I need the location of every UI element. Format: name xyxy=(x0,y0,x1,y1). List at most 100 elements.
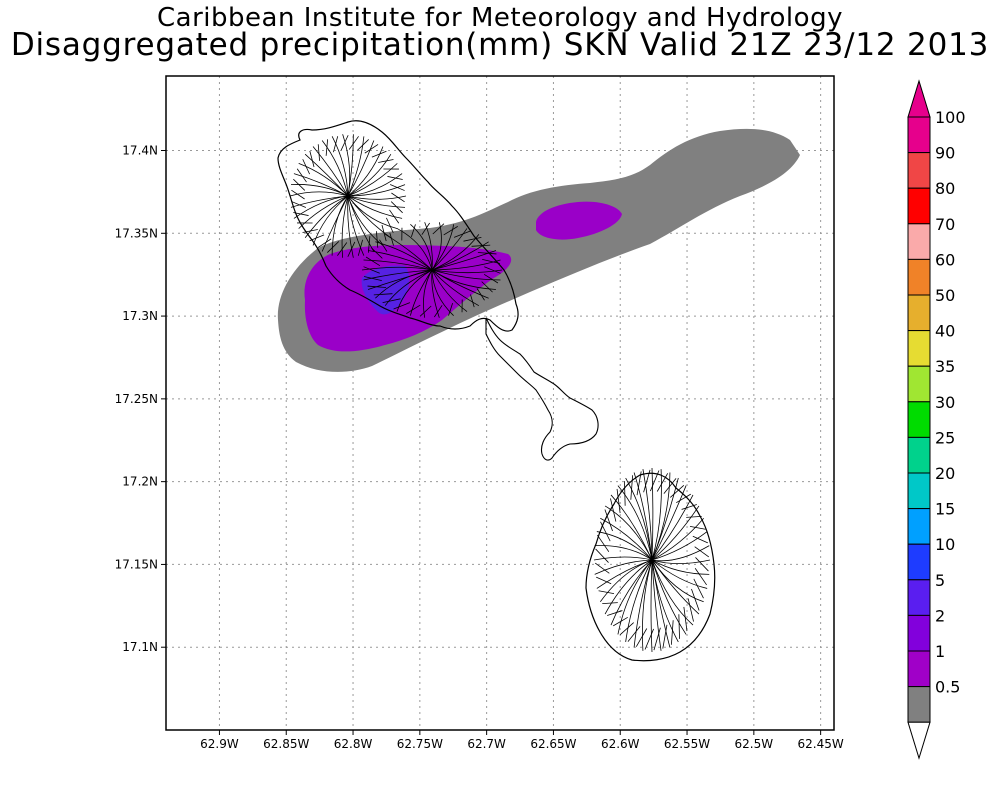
stream-branch xyxy=(379,239,388,252)
stream-branch xyxy=(373,293,393,296)
legend-label: 100 xyxy=(935,108,966,127)
stream-line xyxy=(384,269,433,306)
stream-line xyxy=(651,559,662,651)
stream-line xyxy=(431,234,480,271)
stream-line xyxy=(651,545,710,562)
stream-line xyxy=(617,485,653,561)
stream-branch xyxy=(656,473,669,492)
legend-swatch xyxy=(907,294,931,332)
stream-line xyxy=(651,485,687,561)
stream-line xyxy=(651,477,679,561)
precip-band-1-to-2 xyxy=(536,201,622,240)
stream-branch xyxy=(597,534,610,552)
plot-frame xyxy=(165,75,835,731)
stream-line xyxy=(431,269,480,307)
stream-line xyxy=(651,505,700,561)
stream-branch xyxy=(317,238,332,248)
stream-branch xyxy=(391,192,405,203)
stream-branch xyxy=(484,266,501,274)
legend-label: 1 xyxy=(935,642,945,661)
stream-line xyxy=(617,559,653,635)
stream-line xyxy=(367,250,433,271)
legend-swatch xyxy=(907,401,931,438)
stream-line xyxy=(431,269,440,318)
y-tick-label: 17.1N xyxy=(122,640,158,654)
stream-line xyxy=(651,559,708,589)
stream-branch xyxy=(376,231,379,248)
stream-branch xyxy=(421,222,430,235)
stream-line xyxy=(341,195,349,258)
legend-label: 20 xyxy=(935,464,955,483)
stream-line xyxy=(384,233,433,271)
stream-line xyxy=(331,136,349,197)
stream-branch xyxy=(291,201,307,208)
stream-branch xyxy=(607,610,623,616)
stream-branch xyxy=(348,136,359,150)
stream-branch xyxy=(453,230,471,238)
stream-line xyxy=(304,195,349,239)
legend-label: 25 xyxy=(935,428,955,447)
stream-branch xyxy=(604,509,613,532)
stream-line xyxy=(396,228,433,271)
stream-line xyxy=(347,136,365,197)
stream-line xyxy=(431,259,501,271)
stream-line xyxy=(651,494,694,561)
stream-branch xyxy=(616,488,621,514)
stream-branch xyxy=(481,281,493,293)
legend-label: 90 xyxy=(935,144,955,163)
stream-branch xyxy=(689,526,706,530)
y-tick-label: 17.3N xyxy=(122,309,158,323)
legend-label: 60 xyxy=(935,250,955,269)
stream-branch xyxy=(600,521,611,542)
stream-line xyxy=(600,517,653,561)
stream-branch xyxy=(387,176,403,180)
stream-line xyxy=(347,154,392,197)
legend-label: 2 xyxy=(935,606,945,625)
stream-branch xyxy=(448,302,453,316)
x-tick-label: 62.75W xyxy=(397,737,443,751)
legend-swatch xyxy=(907,330,931,367)
stream-line xyxy=(347,134,354,197)
stream-branch xyxy=(483,273,499,284)
stream-branch xyxy=(296,168,307,183)
y-tick-label: 17.35N xyxy=(115,226,158,240)
legend-swatch xyxy=(907,543,931,581)
stream-branch xyxy=(693,578,704,599)
stream-branch xyxy=(683,606,688,632)
stream-branch xyxy=(434,305,443,318)
legend-swatch xyxy=(907,187,931,225)
stream-branch xyxy=(364,144,379,154)
legend-swatch xyxy=(907,686,931,723)
stream-line xyxy=(289,191,349,197)
stream-line xyxy=(431,269,503,274)
x-tick-label: 62.7W xyxy=(467,737,506,751)
stream-line xyxy=(312,195,349,246)
stream-branch xyxy=(671,620,674,645)
x-tick-label: 62.8W xyxy=(334,737,373,751)
stream-branch xyxy=(695,557,709,572)
x-tick-label: 62.9W xyxy=(200,737,239,751)
stream-line xyxy=(347,195,354,258)
stream-line xyxy=(431,269,501,281)
legend-label: 15 xyxy=(935,500,955,519)
stream-branch xyxy=(678,614,680,639)
stream-line xyxy=(347,146,384,197)
st-kitts-coastline xyxy=(277,120,519,332)
legend-label: 50 xyxy=(935,286,955,305)
stream-line xyxy=(604,559,653,615)
stream-branch xyxy=(662,624,668,649)
stream-line xyxy=(347,195,406,208)
stream-branch xyxy=(327,241,340,253)
x-tick-label: 62.45W xyxy=(798,737,844,751)
precip-band-1-to-2 xyxy=(304,244,512,352)
stream-line xyxy=(367,269,433,290)
stream-line xyxy=(321,195,349,252)
stream-line xyxy=(431,224,455,271)
stream-branch xyxy=(363,276,382,281)
x-tick-label: 62.65W xyxy=(530,737,576,751)
stream-branch xyxy=(371,247,383,259)
stream-branch xyxy=(694,568,707,586)
legend-swatch xyxy=(907,116,931,154)
stream-branch xyxy=(432,223,445,235)
legend-label: 0.5 xyxy=(935,678,960,697)
